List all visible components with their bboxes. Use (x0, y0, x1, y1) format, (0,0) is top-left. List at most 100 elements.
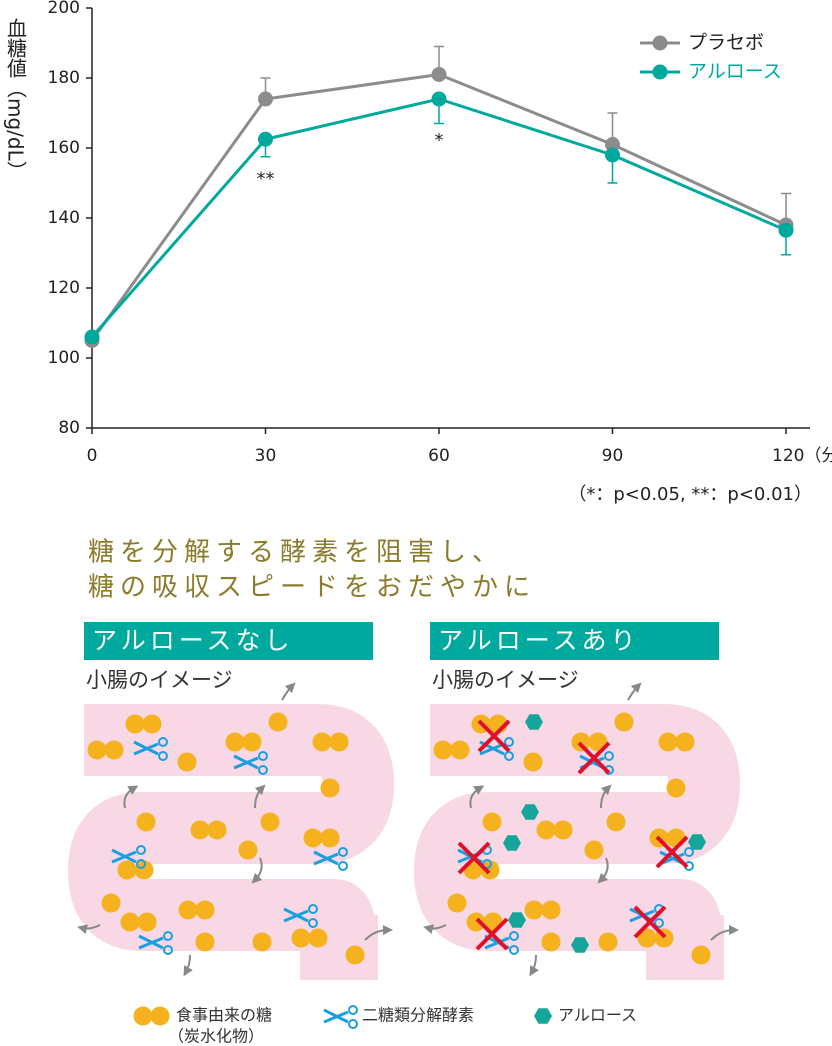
sugar (120, 912, 140, 932)
sugar (675, 732, 695, 752)
sugar (177, 752, 197, 772)
point (258, 131, 273, 147)
sugar (433, 740, 453, 760)
sugar (291, 928, 311, 948)
sugar (584, 840, 604, 860)
sugar (606, 812, 626, 832)
x-tick-label: 120（分） (772, 446, 832, 466)
sugar (87, 740, 107, 760)
x-tick-label: 90 (602, 446, 624, 466)
enzyme-ring (654, 918, 664, 928)
flow-arrow (600, 784, 612, 809)
sugar (571, 732, 591, 752)
enzyme-ring (482, 859, 492, 869)
enzyme-icon (111, 845, 146, 869)
enzyme-icon (138, 931, 173, 955)
sugar (614, 712, 634, 732)
sugar (541, 900, 561, 920)
enzyme-blade (233, 754, 259, 770)
block-mark (457, 841, 491, 875)
x-tick-label: 0 (87, 446, 98, 466)
headline: 糖を分解する酵素を阻害し、 (88, 538, 504, 568)
sugar (637, 928, 657, 948)
panel-title: アルロースあり (438, 626, 640, 655)
enzyme-ring (604, 751, 614, 761)
allulose-icon (534, 1008, 552, 1024)
enzyme-ring (163, 931, 173, 941)
point (431, 67, 447, 82)
legend-marker (652, 64, 668, 80)
legend-sugar (133, 1006, 153, 1026)
y-axis-label: 血糖値（mg/dL） (4, 18, 28, 181)
sugar (553, 820, 573, 840)
intestine-tail (646, 915, 724, 980)
allulose-icon (571, 937, 589, 953)
sugar (137, 912, 157, 932)
point (605, 137, 620, 152)
sugar (598, 932, 618, 952)
sugar (320, 778, 340, 798)
flow-arrow (281, 682, 296, 701)
enzyme-ring (308, 904, 318, 914)
enzyme-ring (158, 751, 168, 761)
sugar (329, 732, 349, 752)
enzyme-ring (258, 751, 268, 761)
block-mark (655, 835, 689, 869)
flow-arrow (183, 954, 193, 977)
sugar (136, 812, 156, 832)
sugar (541, 932, 561, 952)
allulose-icon (525, 714, 543, 730)
enzyme-ring (308, 918, 318, 928)
enzyme-ring (509, 945, 519, 955)
sugar (536, 820, 556, 840)
sugar (308, 928, 328, 948)
enzyme-ring (348, 1005, 358, 1015)
flow-arrow (77, 924, 101, 935)
sugar (666, 778, 686, 798)
x-tick-label: 30 (255, 446, 277, 466)
flow-arrow (469, 785, 485, 809)
sugar (178, 900, 198, 920)
flow-arrow (123, 785, 139, 809)
sugar (225, 732, 245, 752)
sugar (447, 893, 467, 913)
enzyme-ring (136, 845, 146, 855)
x-tick-label: 60 (428, 446, 450, 466)
intestine-tail (300, 915, 378, 980)
allulose-icon (503, 835, 521, 851)
sugar (320, 828, 340, 848)
sugar (195, 932, 215, 952)
panel-header (430, 622, 719, 660)
sugar (125, 714, 145, 734)
block-mark (475, 917, 509, 951)
sugar (303, 828, 323, 848)
enzyme-ring (509, 931, 519, 941)
enzyme-blade (323, 1008, 349, 1024)
legend-marker (652, 35, 668, 51)
sugar (691, 945, 711, 965)
legend-label: （炭水化物） (168, 1027, 264, 1046)
enzyme-ring (258, 765, 268, 775)
y-tick-label: 80 (58, 418, 80, 438)
flow-arrow (254, 784, 266, 809)
sugar (268, 712, 288, 732)
panel-header (84, 622, 373, 660)
sugar (117, 860, 137, 880)
sugar (104, 740, 124, 760)
y-tick-label: 180 (48, 68, 80, 88)
block-mark (577, 741, 611, 775)
allulose-icon (508, 912, 526, 928)
sugar (134, 860, 154, 880)
enzyme-icon (323, 1005, 358, 1029)
legend-label: 食事由来の糖 (176, 1006, 272, 1025)
sugar (101, 893, 121, 913)
sugar (238, 840, 258, 860)
enzyme-blade (138, 934, 164, 950)
legend-label: 二糖類分解酵素 (362, 1006, 474, 1025)
enzyme-blade (133, 740, 159, 756)
sugar (450, 740, 470, 760)
block-mark (477, 719, 511, 753)
enzyme-ring (338, 847, 348, 857)
